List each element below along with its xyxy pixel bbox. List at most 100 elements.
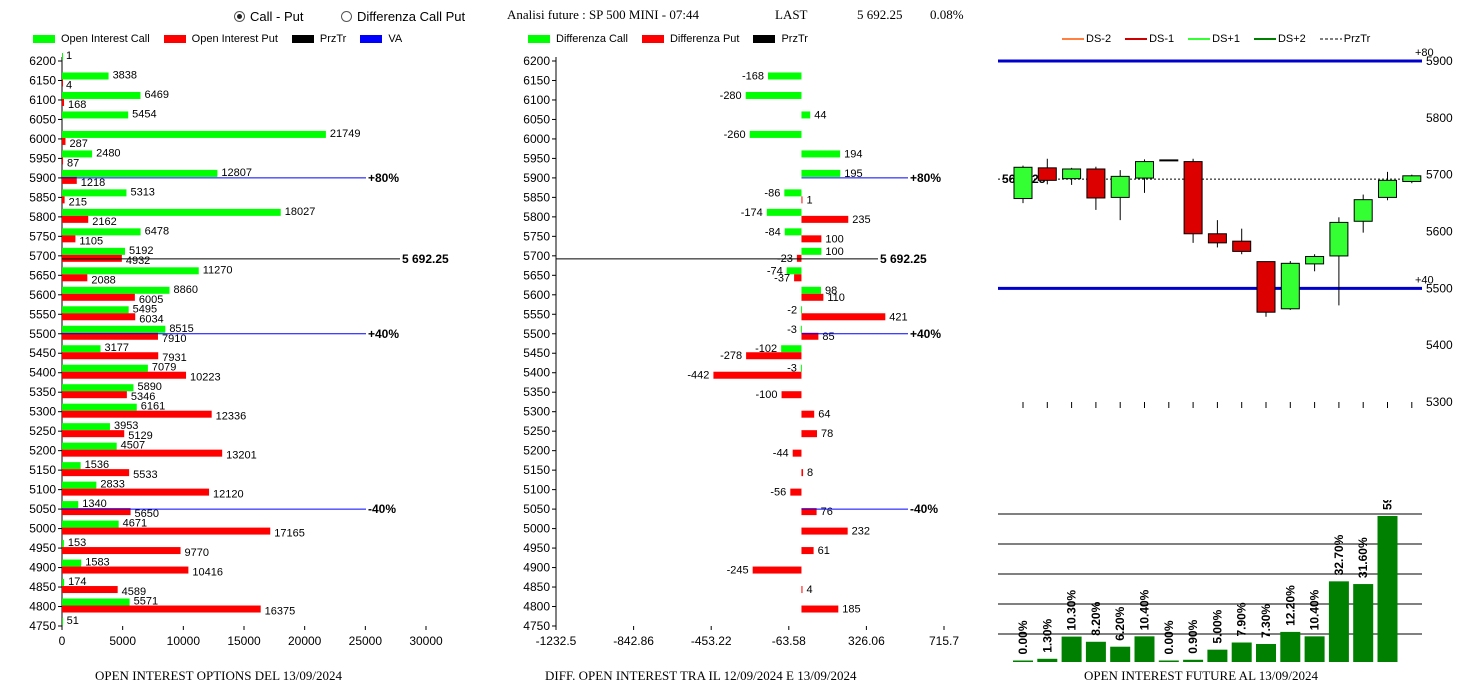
diff-call-bar-label: -260 [724,129,746,141]
call-bar [62,325,166,333]
strike-label: 5500 [29,327,56,341]
strike-label: 6200 [523,54,550,68]
radio-unselected-icon [341,11,352,22]
put-bar [62,449,223,457]
legend-future: DS-2 DS-1 DS+1 DS+2 PrzTr [1062,33,1384,45]
price-tick-label: 5300 [1426,395,1453,409]
level-label: +40% [368,327,399,341]
call-put-radio[interactable]: Call - Put [234,9,303,24]
last-value: 5 692.25 [857,7,903,22]
legend-oi: Open Interest Call Open Interest Put Prz… [33,33,416,45]
oi-future-bar [1085,641,1106,662]
x-tick-label: -63.58 [772,634,806,648]
legend-label: DS-1 [1149,33,1175,45]
oi-future-label: 1.30% [1040,618,1054,652]
call-bar [62,559,82,567]
call-bar [62,384,134,392]
strike-label: 4850 [29,580,56,594]
diff-call-bar-label: 194 [844,148,862,160]
legend-label: DS+1 [1212,33,1240,45]
diff-call-bar [745,91,802,99]
put-bar [62,332,158,340]
diff-call-bar [801,247,822,255]
diff-call-bar-label: -2 [787,304,797,316]
diff-call-bar [801,111,811,119]
call-put-label: Call - Put [250,9,304,24]
oi-future-label: 8.20% [1089,601,1103,635]
strike-label: 5450 [523,346,550,360]
call-bar [62,91,141,99]
oi-future-label: 31.60% [1356,537,1370,578]
put-bar [62,293,135,301]
call-bar [62,130,326,138]
strike-label: 5150 [29,463,56,477]
put-value-label: 2162 [92,216,116,228]
legend-label: Open Interest Call [61,33,150,45]
legend-swatch [291,35,314,43]
price-tick-label: 5500 [1426,281,1453,295]
oi-future-label: 32.70% [1332,534,1346,575]
diff-call-bar-label: -3 [787,324,797,336]
diff-put-bar-label: -100 [756,389,778,401]
put-bar [62,527,271,535]
legend-label: PrzTr [781,33,808,45]
diff-call-bar-label: -86 [764,187,780,199]
x-tick-label: -842.86 [613,634,654,648]
candle-body [1110,175,1130,198]
put-value-label: 6034 [139,313,163,325]
strike-label: 6150 [523,73,550,87]
strike-label: 5400 [523,366,550,380]
call-bar [62,306,129,314]
x-tick-label: 20000 [288,634,322,648]
oi-future-bar [1061,636,1082,662]
put-value-label: 9770 [185,547,209,559]
diff-put-bar [796,254,802,262]
legend-label: PrzTr [319,33,347,45]
legend-item: Open Interest Call [33,33,150,45]
diff-put-bar [801,586,803,594]
oi-future-bar [1013,660,1033,662]
put-bar [62,98,65,106]
strike-label: 5250 [29,424,56,438]
diff-call-bar-label: 195 [844,168,862,180]
call-value-label: 5890 [137,381,161,393]
strike-label: 5100 [29,483,56,497]
x-tick-label: 715.7 [929,634,959,648]
diff-call-bar-label: -74 [767,265,783,277]
diff-call-bar [801,169,841,177]
diff-call-bar [784,228,802,236]
call-bar [62,403,137,411]
legend-line [1253,38,1276,40]
call-value-label: 5571 [134,596,158,608]
diff-put-bar-label: 235 [852,214,870,226]
strike-label: 6150 [29,73,56,87]
call-bar [62,53,63,60]
call-value-label: 3953 [114,420,138,432]
oi-future-label: 7.30% [1259,604,1273,638]
strike-label: 5550 [29,307,56,321]
diff-put-bar-label: 64 [818,409,830,421]
diff-put-bar-label: -245 [727,565,749,577]
diff-call-put-radio[interactable]: Differenza Call Put [341,9,465,24]
level-label: +40% [910,327,941,341]
put-value-label: 7910 [162,333,186,345]
diff-call-bar [781,345,802,353]
diff-put-bar-label: 232 [852,526,870,538]
diff-put-bar-label: -37 [774,272,790,284]
legend-item: DS-2 [1062,33,1111,45]
legend-label: PrzTr [1343,33,1371,45]
strike-label: 4850 [523,580,550,594]
candle-body [1037,167,1057,181]
candle-body [1086,168,1106,199]
legend-item: VA [360,33,402,45]
diff-put-bar [801,410,815,418]
diff-put-bar [746,352,802,360]
diff-call-bar-label: 100 [825,246,843,258]
oi-future-bar [1328,581,1349,662]
diff-call-bar-label: 44 [814,109,826,121]
legend-label: VA [388,33,403,45]
oi-future-bar [1037,658,1058,662]
put-value-label: 5650 [135,508,159,520]
put-value-label: 1218 [81,177,105,189]
strike-label: 4950 [29,541,56,555]
